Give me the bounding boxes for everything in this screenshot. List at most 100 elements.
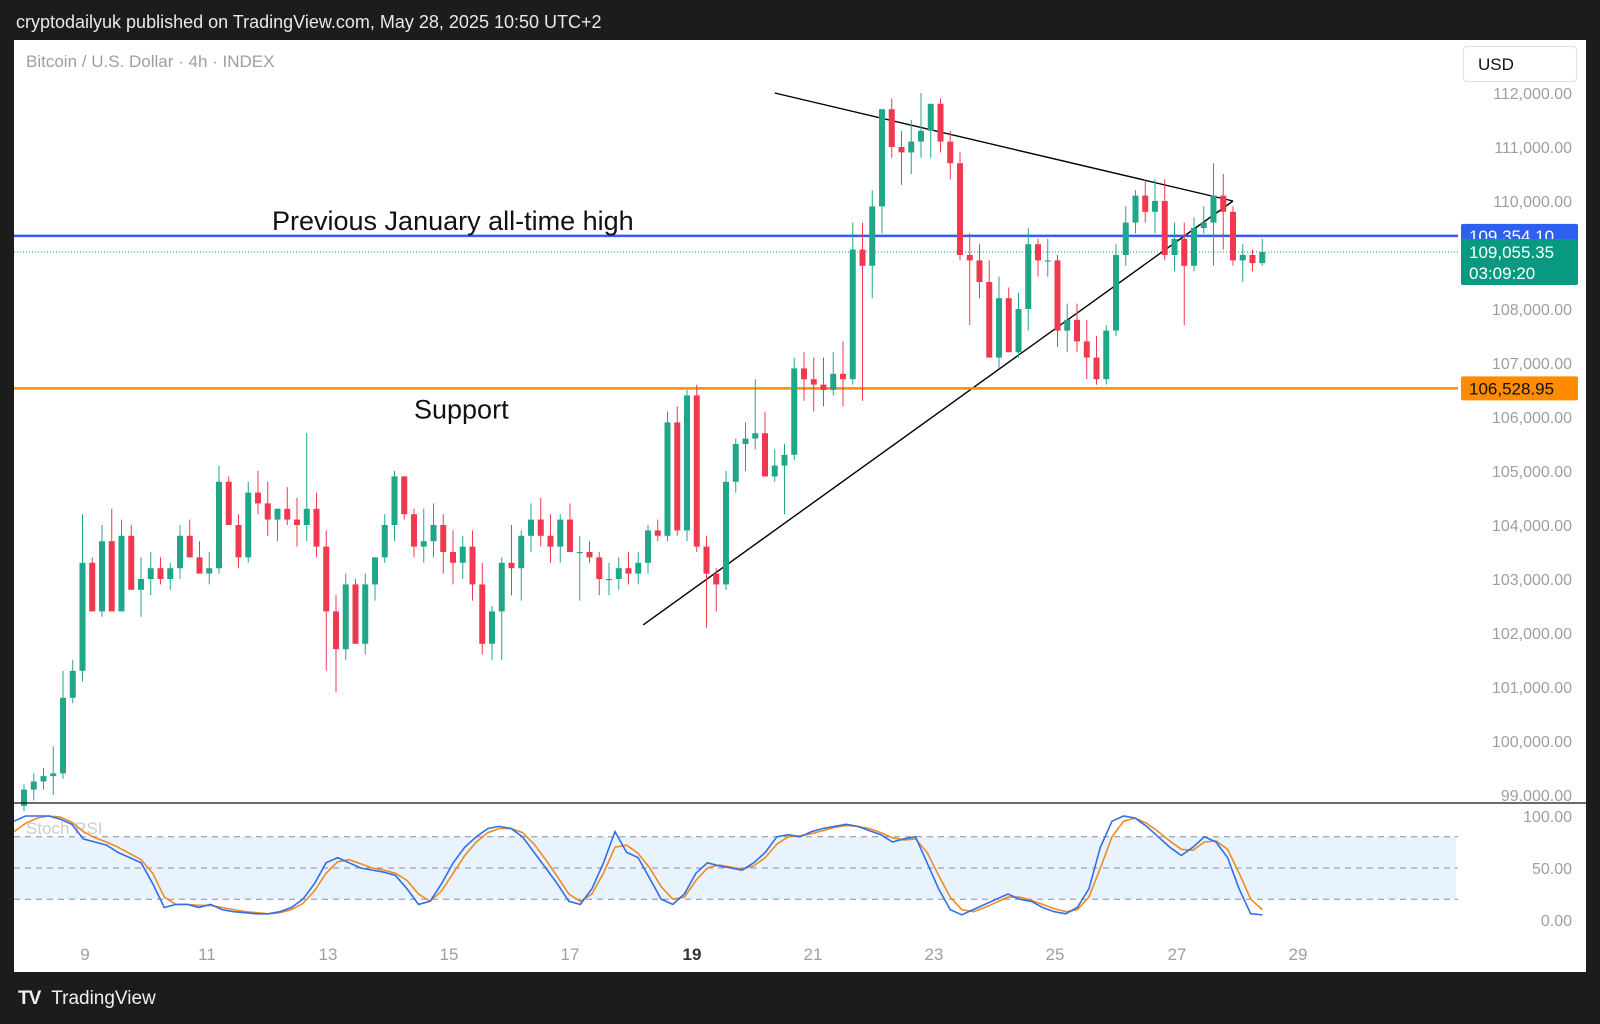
candle-body [1210,195,1217,223]
price-tick-label: 99,000.00 [1501,788,1572,805]
candle-body [40,776,47,782]
candle-body [1044,260,1051,262]
candle-body [732,444,739,482]
candle-body [186,535,193,558]
footer-branding[interactable]: TV TradingView [18,984,156,1014]
candle-body [333,611,339,650]
chart-panel[interactable] [14,40,1586,972]
candle-body [1113,255,1119,331]
candle-body [927,103,934,131]
candle-body [596,557,603,579]
price-tick-label: 105,000.00 [1492,464,1572,481]
price-tick-label: 107,000.00 [1492,356,1572,373]
candle-body [1171,238,1178,255]
candle-body [508,562,515,569]
candle-body [937,103,944,142]
candle-body [859,249,866,266]
horizontal-lines: Previous January all-time high Support [14,206,1458,424]
candle-body [313,508,320,547]
candle-body [615,568,622,579]
price-tick-label: 101,000.00 [1492,680,1572,697]
candle-body [557,519,564,547]
publisher-header: cryptodailyuk published on TradingView.c… [16,12,602,32]
candle-body [30,781,37,790]
candle-body [391,476,398,525]
candle-body [216,481,222,569]
time-tick-label: 27 [1168,945,1187,964]
candle-body [996,298,1002,358]
candle-body [167,568,174,579]
time-tick-label: 17 [561,945,580,964]
candle-body [489,611,495,644]
candle-body [479,584,486,644]
time-axis: 9 11 13 15 17 19 21 23 25 27 29 [80,945,1307,964]
candle-body [898,147,905,153]
candle-body [986,282,993,358]
time-tick-label: 21 [804,945,823,964]
candle-body [547,535,554,547]
stoch-rsi-panel: Stoch RSI 100.00 50.00 0.00 [13,809,1572,930]
candle-body [274,508,281,520]
candle-body [118,535,125,612]
symbol-title[interactable]: Bitcoin / U.S. Dollar · 4h · INDEX [26,52,275,71]
candle-body [50,773,57,777]
candle-body [1064,319,1071,331]
candle-body [69,670,76,698]
time-tick-label: 13 [319,945,338,964]
candle-body [742,438,749,444]
candle-body [654,530,661,536]
candle-body [537,519,544,536]
candle-body [879,109,885,207]
triangle-lower-line [642,200,1234,626]
candle-body [303,508,310,525]
price-tick-label: 111,000.00 [1494,140,1572,157]
footer-brand: TradingView [51,988,156,1009]
candle-body [888,109,895,147]
candle-body [255,492,261,504]
candle-body [645,530,651,563]
candle-body [762,433,768,477]
candle-body [869,206,876,266]
candle-body [440,525,447,552]
candle-body [771,465,778,477]
candle-body [674,422,681,531]
candle-body [1142,195,1149,212]
time-tick-label: 25 [1046,945,1065,964]
candle-body [1074,319,1080,342]
tradingview-logo-icon: TV [18,988,41,1009]
price-tick-label: 103,000.00 [1492,572,1572,589]
candle-body [966,255,973,261]
candle-body [196,557,203,574]
currency-selector[interactable]: USD [1463,46,1577,82]
candle-body [108,541,115,612]
candle-body [177,535,183,569]
price-tick-label: 108,000.00 [1492,302,1572,319]
candles [21,93,1266,812]
candle-body [567,519,573,552]
stoch-tick-label: 50.00 [1532,861,1572,878]
candle-body [1181,238,1188,266]
candle-body [206,568,213,574]
candle-body [60,697,66,774]
candle-body [625,568,632,574]
candle-body [372,557,378,585]
support-price-label: 106,528.95 [1469,379,1554,398]
candle-body [703,546,710,574]
candle-body [810,379,817,385]
candle-body [693,395,700,547]
candle-body [518,535,525,569]
candle-body [147,568,154,579]
candle-body [918,130,924,142]
stoch-tick-label: 100.00 [1523,809,1572,826]
candle-body [801,368,807,380]
candle-body [791,368,798,455]
price-tick-label: 104,000.00 [1492,518,1572,535]
candle-body [342,584,349,650]
stoch-rsi-title: Stoch RSI [26,819,103,838]
candle-body [1230,211,1236,261]
candle-body [1191,228,1197,266]
candle-body [294,519,300,525]
candle-body [21,789,27,806]
